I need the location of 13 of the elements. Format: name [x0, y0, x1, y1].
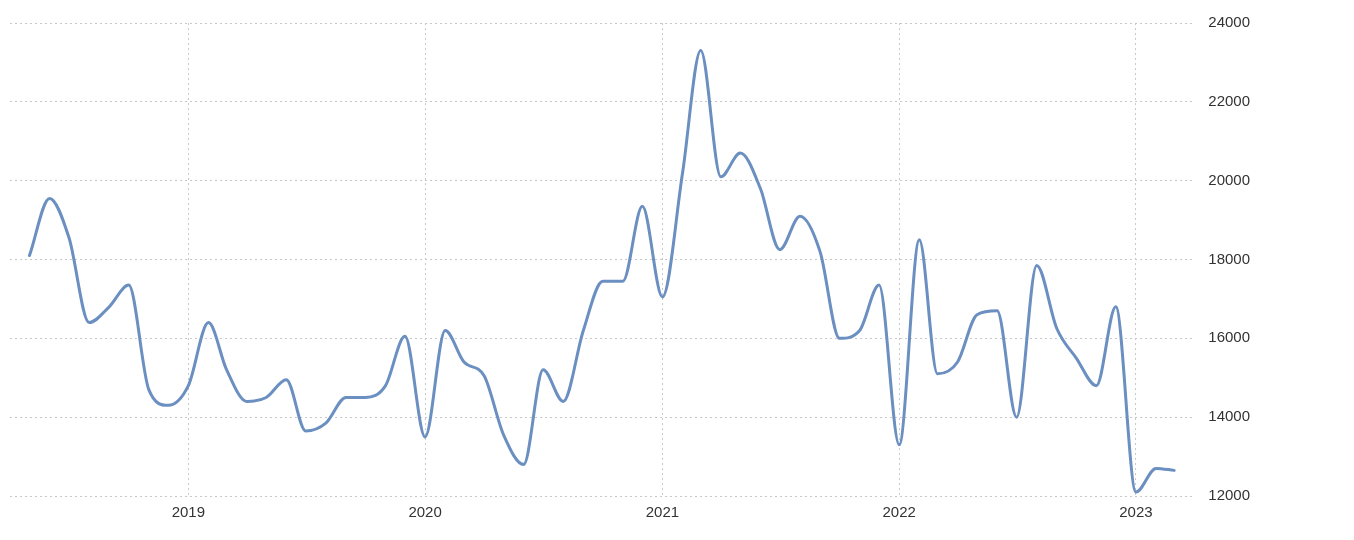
- y-tick-label: 18000: [1208, 249, 1251, 267]
- y-tick-label: 24000: [1208, 13, 1251, 31]
- line-series: [27, 49, 1176, 494]
- y-tick-label: 22000: [1208, 91, 1251, 109]
- x-tick-label: 2021: [645, 503, 680, 521]
- y-tick-label: 16000: [1208, 328, 1251, 346]
- y-tick-label: 12000: [1208, 486, 1251, 504]
- x-tick-label: 2020: [408, 503, 442, 521]
- x-tick-label: 2023: [1119, 503, 1153, 521]
- x-tick-label: 2019: [171, 503, 206, 521]
- x-tick-label: 2022: [882, 503, 916, 521]
- y-tick-label: 20000: [1208, 170, 1251, 188]
- y-tick-label: 14000: [1208, 407, 1251, 425]
